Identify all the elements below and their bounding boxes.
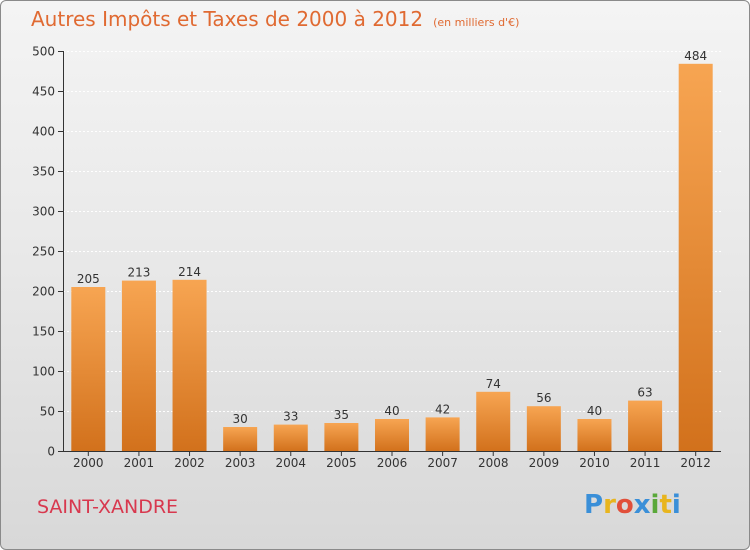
commune-name: SAINT-XANDRE <box>37 496 179 518</box>
logo-letter: P <box>584 490 604 520</box>
bar-2011 <box>628 400 663 451</box>
grid-layer <box>63 51 721 412</box>
data-label-2001: 213 <box>127 266 150 280</box>
x-tick-label-2011: 2011 <box>630 456 661 470</box>
bar-2004 <box>273 424 308 451</box>
x-tick-label-2007: 2007 <box>427 456 458 470</box>
chart-title: Autres Impôts et Taxes de 2000 à 2012 <box>31 7 424 31</box>
x-tick-label-2002: 2002 <box>174 456 205 470</box>
title-row: Autres Impôts et Taxes de 2000 à 2012 (e… <box>31 7 519 31</box>
data-label-2002: 214 <box>178 265 201 279</box>
data-label-2010: 40 <box>587 404 602 418</box>
bar-2001 <box>121 280 156 451</box>
y-tick-label: 500 <box>32 45 55 59</box>
x-tick-label-2004: 2004 <box>275 456 306 470</box>
logo-letter: t <box>659 490 672 520</box>
bar-2007 <box>425 417 460 451</box>
x-tick-label-2006: 2006 <box>377 456 408 470</box>
y-tick-label: 100 <box>32 365 55 379</box>
x-tick-label-2003: 2003 <box>225 456 256 470</box>
bar-2009 <box>526 406 561 451</box>
data-label-2000: 205 <box>77 272 100 286</box>
bar-2002 <box>172 279 207 451</box>
x-tick-label-2005: 2005 <box>326 456 357 470</box>
x-tick-label-2009: 2009 <box>529 456 560 470</box>
data-label-2009: 56 <box>536 391 551 405</box>
bar-2012 <box>678 63 713 452</box>
data-label-2005: 35 <box>334 408 349 422</box>
x-tick-label-2001: 2001 <box>124 456 155 470</box>
bar-2010 <box>577 419 612 451</box>
bar-2003 <box>223 427 258 451</box>
x-tick-label-2012: 2012 <box>680 456 711 470</box>
data-label-2008: 74 <box>486 377 501 391</box>
data-label-2003: 30 <box>233 412 248 426</box>
y-tick-label: 300 <box>32 205 55 219</box>
bar-2008 <box>476 391 511 451</box>
bar-2006 <box>375 419 409 451</box>
y-tick-label: 350 <box>32 165 55 179</box>
bar-layer <box>71 63 713 452</box>
logo-letter: r <box>603 490 616 520</box>
bar-2000 <box>71 287 106 451</box>
x-tick-label-2010: 2010 <box>579 456 610 470</box>
x-tick-label-2000: 2000 <box>73 456 104 470</box>
axis-layer: 0 50 100 150 200 250 300 350 400 450 500 <box>32 45 721 459</box>
data-label-2011: 63 <box>637 386 652 400</box>
bar-2005 <box>324 423 359 451</box>
y-tick-label: 0 <box>47 445 55 459</box>
logo-letter: i <box>650 490 660 520</box>
y-tick-label: 50 <box>40 405 55 419</box>
data-label-2012: 484 <box>684 49 707 63</box>
chart-subtitle: (en milliers d'€) <box>433 16 520 29</box>
y-tick-label: 200 <box>32 285 55 299</box>
data-label-2007: 42 <box>435 402 450 416</box>
y-tick-label: 400 <box>32 125 55 139</box>
data-label-2004: 33 <box>283 410 298 424</box>
y-tick-label: 250 <box>32 245 55 259</box>
data-label-2006: 40 <box>384 404 399 418</box>
logo-letter: i <box>671 490 681 520</box>
y-tick-label: 450 <box>32 85 55 99</box>
y-tick-label: 150 <box>32 325 55 339</box>
logo-letter: o <box>615 490 634 520</box>
label-layer: 205 2000 213 2001 214 2002 30 2003 33 2004 35 2005 4… <box>73 49 711 470</box>
logo-letter: x <box>633 490 651 520</box>
x-tick-label-2008: 2008 <box>478 456 509 470</box>
proxiti-logo: Proxiti <box>584 490 681 520</box>
